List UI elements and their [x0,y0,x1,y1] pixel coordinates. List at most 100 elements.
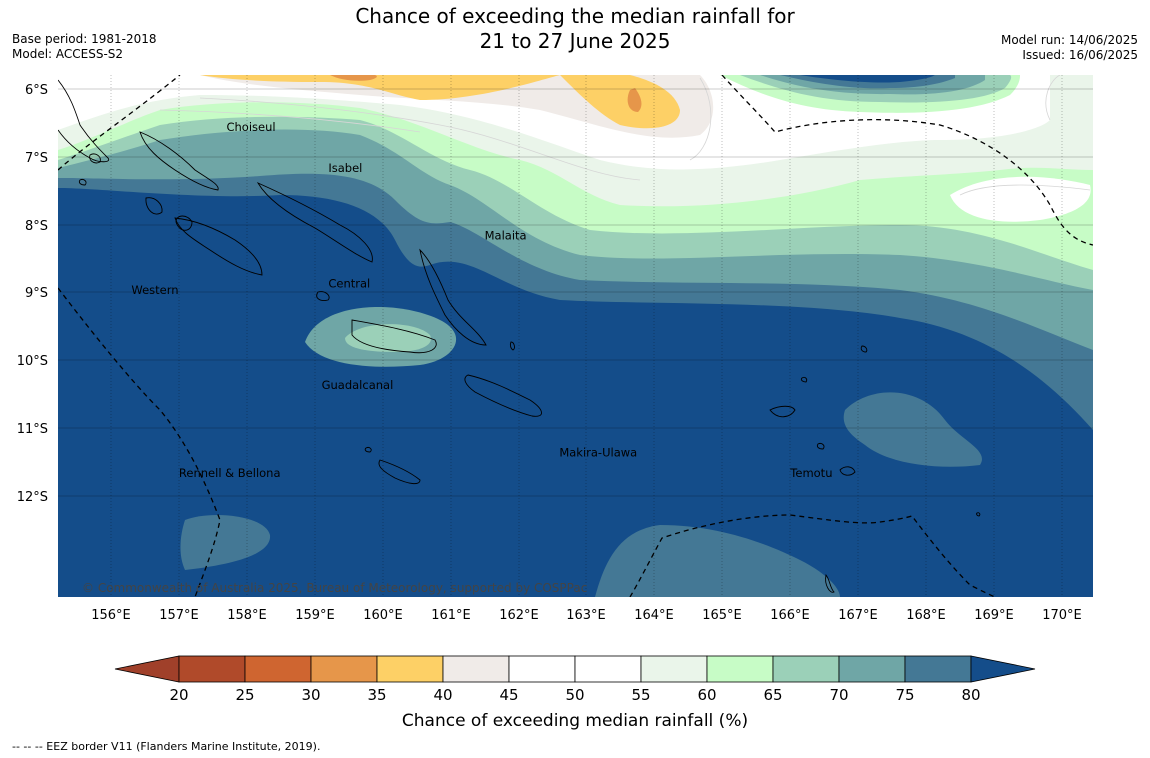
lon-label: 170°E [1042,608,1082,623]
island-utupua [816,443,825,450]
lon-label: 165°E [702,608,742,623]
eez-border [58,75,1093,597]
colorbar-segments [178,655,972,683]
title-line-1: Chance of exceeding the median rainfall … [355,4,795,28]
lon-label: 158°E [227,608,267,623]
colorbar-segment [244,655,312,683]
model-name: Model: ACCESS-S2 [12,47,124,61]
island-guadalcanal [351,319,437,354]
island-reef [800,376,808,383]
contour-lines [159,75,1091,196]
title-line-2: 21 to 27 June 2025 [479,29,671,53]
colorbar-tick-label: 60 [697,686,716,704]
colorbar-tick-label: 25 [235,686,254,704]
region-label-central: Central [328,277,370,291]
lon-label: 157°E [159,608,199,623]
lon-label: 162°E [499,608,539,623]
colorbar-segment [442,655,510,683]
colorbar-tick-label: 40 [433,686,452,704]
colorbar-segment [376,655,444,683]
colorbar-under-arrow [114,655,180,683]
contour-30-35 [330,75,377,81]
island-vanikoro [839,466,856,476]
region-label-guadalcanal: Guadalcanal [322,378,394,392]
island-small-1 [976,512,981,517]
island-kolombangara [175,215,193,231]
colorbar-segment [508,655,576,683]
contour-field [58,75,1093,597]
colorbar-tick-label: 35 [367,686,386,704]
region-label-choiseul: Choiseul [226,120,275,134]
region-label-western: Western [131,283,178,297]
contour-tr-over [800,75,935,83]
coastlines [58,79,981,593]
lon-label: 161°E [431,608,471,623]
colorbar-tick-label: 65 [763,686,782,704]
colorbar-segment [310,655,378,683]
lon-label: 163°E [566,608,606,623]
island-vella [145,197,163,215]
region-label-isabel: Isabel [328,161,362,175]
island-tikopia [825,573,835,593]
lon-label: 167°E [838,608,878,623]
island-rennell [378,459,421,485]
island-malaita [419,248,487,346]
colorbar-tick-label: 20 [169,686,188,704]
model-run: Model run: 14/06/2025 [1000,33,1138,47]
region-label-malaita: Malaita [485,229,527,243]
contour-lr-75 [843,392,982,467]
colorbar-tick-label: 45 [499,686,518,704]
colorbar-title: Chance of exceeding median rainfall (%) [402,711,748,731]
meta-left: Base period: 1981-2018 Model: ACCESS-S2 [12,32,157,62]
lon-labels: 156°E 157°E 158°E 159°E 160°E 161°E 162°… [91,608,1082,623]
colorbar-ticks: 20 25 30 35 40 45 50 55 60 65 70 75 80 [169,686,980,704]
region-label-makira-ulawa: Makira-Ulawa [559,446,637,460]
contour-bl-75 [180,515,271,570]
colorbar-tick-label: 50 [565,686,584,704]
contour-bc-75 [595,525,840,597]
colorbar-segment [772,655,840,683]
island-shortland [89,153,101,164]
colorbar-segment [904,655,972,683]
contour-30-35-b [627,88,642,112]
island-ontong [860,345,868,353]
colorbar-tick-label: 55 [631,686,650,704]
region-label-temotu: Temotu [789,466,832,480]
lat-label: 9°S [25,286,48,301]
island-treasury [78,179,87,186]
colorbar: 20 25 30 35 40 45 50 55 60 65 70 75 80 Chance of exc… [114,655,1036,731]
island-isabel [256,182,373,263]
region-labels: Choiseul Isabel Malaita Western Central Guada… [131,120,832,480]
island-nendo [769,405,796,418]
lon-label: 159°E [295,608,335,623]
island-florida [316,291,330,301]
lat-label: 11°S [17,422,48,437]
colorbar-tick-label: 30 [301,686,320,704]
island-choiseul [139,131,219,191]
eez-footnote: -- -- -- EEZ border V11 (Flanders Marine… [12,740,321,753]
colorbar-segment [640,655,708,683]
lat-label: 7°S [25,151,48,166]
lat-label: 10°S [17,354,48,369]
contour-35-40 [200,75,560,100]
colorbar-tick-label: 75 [895,686,914,704]
colorbar-segment [838,655,906,683]
colorbar-tick-label: 70 [829,686,848,704]
island-new-georgia [174,217,263,276]
island-bellona [364,447,372,453]
meridians [110,75,1063,597]
colorbar-over-arrow [970,655,1036,683]
region-label-rennell-bellona: Rennell & Bellona [179,466,281,480]
lat-labels: 6°S 7°S 8°S 9°S 10°S 11°S 12°S [17,83,48,505]
lon-label: 166°E [770,608,810,623]
island-makira [464,374,542,417]
island-bougainville [58,79,110,163]
colorbar-segment [178,655,246,683]
rainfall-map: 6°S 7°S 8°S 9°S 10°S 11°S 12°S 156°E 157… [17,75,1093,731]
copyright-notice: © Commonwealth of Australia 2025, Bureau… [82,581,587,595]
lat-label: 6°S [25,83,48,98]
meta-right: Model run: 14/06/2025 Issued: 16/06/2025 [1001,33,1138,63]
base-period: Base period: 1981-2018 [12,32,157,46]
colorbar-segment [706,655,774,683]
lon-label: 156°E [91,608,131,623]
